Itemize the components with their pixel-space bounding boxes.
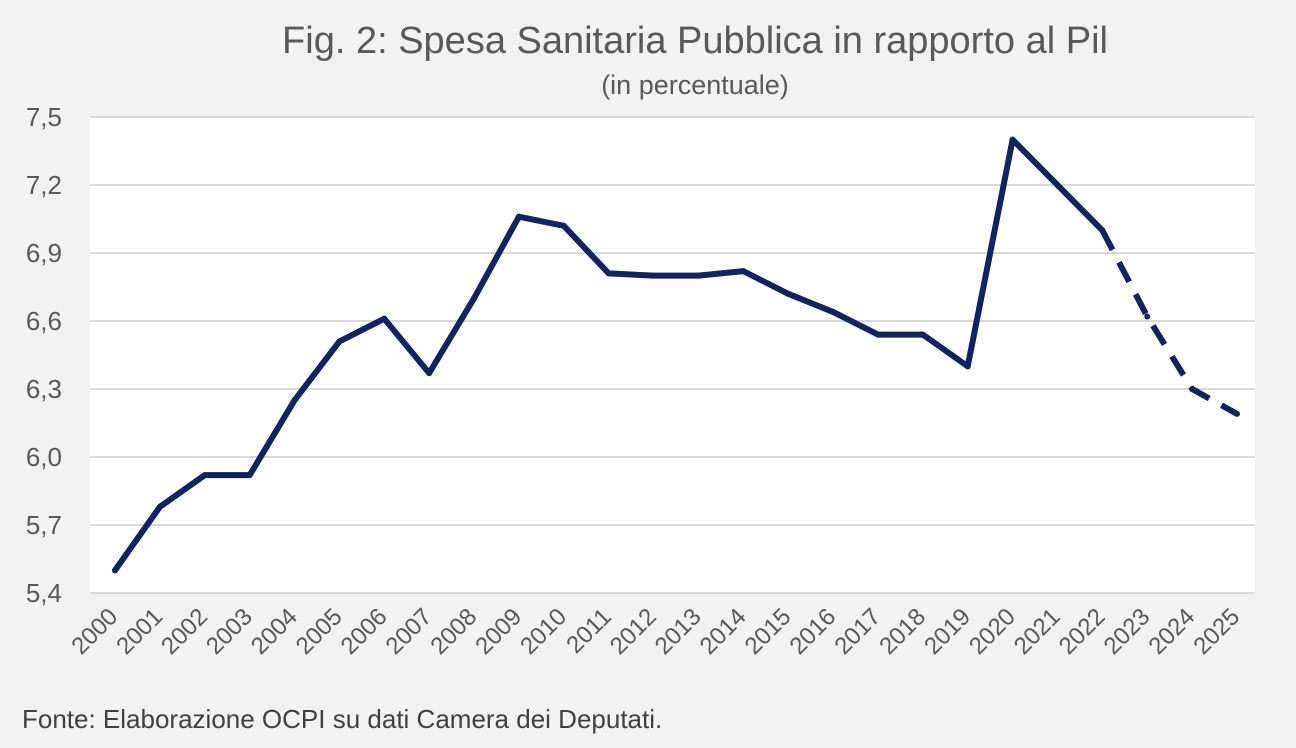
data-point xyxy=(246,472,253,479)
x-tick-label: 2012 xyxy=(605,603,662,660)
x-tick-label: 2017 xyxy=(829,603,886,660)
x-tick-label: 2002 xyxy=(156,603,213,660)
x-tick-label: 2000 xyxy=(66,603,123,660)
series-lines xyxy=(112,136,1240,574)
x-tick-label: 2004 xyxy=(246,603,303,660)
data-point xyxy=(1234,410,1240,417)
data-point xyxy=(560,222,567,229)
x-tick-label: 2019 xyxy=(919,603,976,660)
x-tick-label: 2023 xyxy=(1099,603,1156,660)
data-point xyxy=(830,308,837,315)
data-point xyxy=(471,295,478,302)
data-point xyxy=(740,268,747,275)
y-tick-label: 6,9 xyxy=(26,238,62,268)
x-tick-label: 2007 xyxy=(381,603,438,660)
data-point xyxy=(112,567,118,574)
data-point xyxy=(156,503,163,510)
x-tick-label: 2014 xyxy=(695,603,752,660)
data-point xyxy=(695,272,702,279)
x-tick-label: 2003 xyxy=(201,603,258,660)
y-tick-label: 5,4 xyxy=(26,578,62,608)
x-tick-label: 2022 xyxy=(1054,603,1111,660)
chart-title: Fig. 2: Spesa Sanitaria Pubblica in rapp… xyxy=(282,20,1108,62)
series-line-projection xyxy=(1099,228,1239,417)
data-point xyxy=(1099,227,1106,234)
data-point xyxy=(605,270,612,277)
chart-subtitle: (in percentuale) xyxy=(601,70,789,100)
x-tick-label: 2015 xyxy=(740,603,797,660)
x-tick-label: 2006 xyxy=(336,603,393,660)
x-tick-label: 2025 xyxy=(1188,603,1245,660)
data-point xyxy=(1054,182,1061,188)
data-point xyxy=(336,338,343,345)
x-tick-label: 2021 xyxy=(1009,603,1066,660)
x-tick-label: 2011 xyxy=(561,603,617,659)
x-tick-label: 2001 xyxy=(111,603,168,660)
data-point xyxy=(650,272,657,279)
source-note: Fonte: Elaborazione OCPI su dati Camera … xyxy=(22,704,663,734)
x-tick-label: 2024 xyxy=(1144,603,1201,660)
data-point xyxy=(874,331,881,338)
x-tick-label: 2016 xyxy=(784,603,841,660)
data-point xyxy=(964,363,971,370)
x-tick-label: 2005 xyxy=(291,603,348,660)
data-point xyxy=(291,397,298,404)
y-tick-label: 7,5 xyxy=(26,102,62,132)
data-point xyxy=(785,290,792,297)
data-point xyxy=(515,213,522,220)
y-tick-label: 7,2 xyxy=(26,170,62,200)
data-point xyxy=(1189,386,1196,392)
y-axis-ticks: 5,4 5,7 6,0 6,3 6,6 6,9 7,2 7,5 xyxy=(26,102,62,608)
x-tick-label: 2009 xyxy=(470,603,527,660)
data-point xyxy=(919,331,926,338)
x-tick-label: 2018 xyxy=(874,603,931,660)
plot-area xyxy=(90,117,1255,593)
data-point xyxy=(201,472,208,479)
y-tick-label: 6,0 xyxy=(26,442,62,472)
x-tick-label: 2020 xyxy=(964,603,1021,660)
x-tick-label: 2013 xyxy=(650,603,707,660)
y-tick-label: 6,3 xyxy=(26,374,62,404)
x-tick-label: 2008 xyxy=(425,603,482,660)
data-point xyxy=(381,315,388,322)
y-tick-label: 5,7 xyxy=(26,510,62,540)
y-tick-label: 6,6 xyxy=(26,306,62,336)
data-point xyxy=(1144,313,1151,320)
data-point xyxy=(1009,136,1016,143)
x-tick-label: 2010 xyxy=(515,603,572,660)
data-point xyxy=(426,370,433,377)
x-axis-ticks: 2000200120022003200420052006200720082009… xyxy=(66,603,1245,660)
